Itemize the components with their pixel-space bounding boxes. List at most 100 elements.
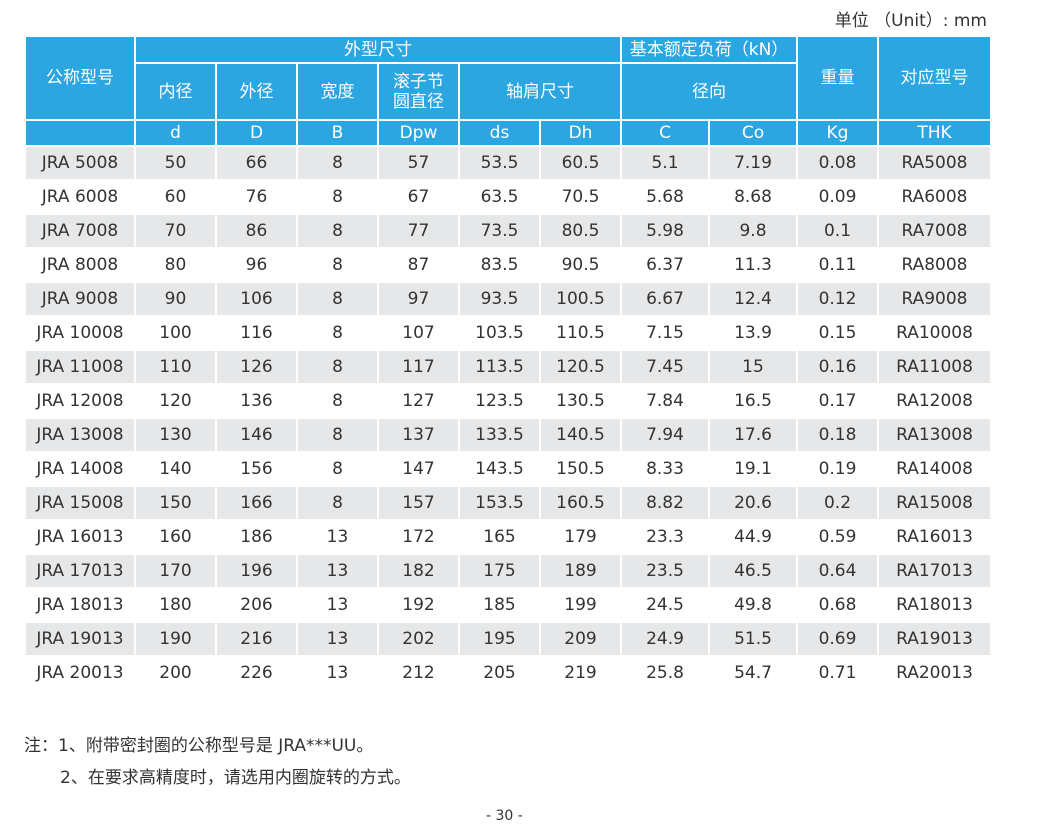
- value-cell: RA6008: [901, 187, 968, 207]
- value-cell: 67: [407, 187, 430, 207]
- value-cell: 8.33: [646, 459, 684, 479]
- model-cell: JRA 10008: [36, 323, 124, 343]
- value-cell: 63.5: [480, 187, 519, 207]
- value-cell: 146: [217, 419, 296, 451]
- table-row: JRA 9008 90 106 8 97 93.5 100.5 6.67 12.4 0.12 RA9…: [26, 283, 990, 315]
- value-cell: 120.5: [541, 351, 620, 383]
- value-cell: 13: [326, 663, 349, 683]
- value-cell: 19.1: [734, 459, 772, 479]
- value-cell: 0.08: [798, 147, 877, 179]
- value-cell: 127: [402, 391, 435, 411]
- header-shoulder: 轴肩尺寸: [460, 64, 620, 119]
- value-cell: 126: [217, 351, 296, 383]
- value-cell: 11.3: [734, 255, 772, 275]
- value-cell: 0.1: [798, 215, 877, 247]
- symbol-blank: [26, 121, 134, 145]
- value-cell: 8: [298, 283, 377, 315]
- value-cell: 182: [379, 555, 458, 587]
- symbol-cell: Co: [710, 121, 796, 145]
- value-cell: 100: [159, 323, 192, 343]
- value-cell: 8: [332, 459, 343, 479]
- page-number: - 30 -: [486, 808, 523, 824]
- model-cell: JRA 7008: [26, 215, 134, 247]
- value-cell: 8: [332, 255, 343, 275]
- value-cell: 13: [326, 527, 349, 547]
- value-cell: 13.9: [734, 323, 772, 343]
- header-weight: 重量: [798, 37, 877, 119]
- value-cell: 8: [298, 215, 377, 247]
- value-cell: 70: [136, 215, 215, 247]
- symbol-cell: ds: [460, 121, 539, 145]
- value-cell: 5.1: [622, 147, 708, 179]
- value-cell: 120: [159, 391, 192, 411]
- value-cell: 46.5: [710, 555, 796, 587]
- value-cell: 8: [298, 147, 377, 179]
- value-cell: 170: [136, 555, 215, 587]
- value-cell: 76: [245, 187, 268, 207]
- value-cell: 51.5: [710, 623, 796, 655]
- header-width: 宽度: [298, 64, 377, 119]
- value-cell: 13: [298, 555, 377, 587]
- table-row: JRA 8008 80 96 8 87 83.5 90.5 6.37 11.3 0.11 RA800…: [26, 249, 990, 281]
- value-cell: 15: [710, 351, 796, 383]
- value-cell: 6.67: [622, 283, 708, 315]
- value-cell: 0.71: [818, 663, 857, 683]
- value-cell: 13: [298, 623, 377, 655]
- value-cell: 87: [407, 255, 430, 275]
- model-cell: JRA 11008: [26, 351, 134, 383]
- value-cell: 86: [217, 215, 296, 247]
- value-cell: 156: [240, 459, 273, 479]
- value-cell: 8.68: [734, 187, 772, 207]
- value-cell: 0.69: [798, 623, 877, 655]
- table-row: JRA 13008 130 146 8 137 133.5 140.5 7.94 17.6 0.1…: [26, 419, 990, 451]
- value-cell: RA19013: [879, 623, 990, 655]
- value-cell: 73.5: [460, 215, 539, 247]
- value-cell: 0.09: [818, 187, 857, 207]
- unit-label: 单位 （Unit）: mm: [834, 11, 987, 31]
- model-cell: JRA 15008: [26, 487, 134, 519]
- header-model: 公称型号: [26, 37, 134, 119]
- header-outer-dimensions: 外型尺寸: [136, 37, 620, 62]
- table-row: JRA 6008 60 76 8 67 63.5 70.5 5.68 8.68 0.09 RA600…: [26, 181, 990, 213]
- header-radial: 径向: [622, 64, 796, 119]
- model-cell: JRA 5008: [26, 147, 134, 179]
- value-cell: 93.5: [460, 283, 539, 315]
- value-cell: 0.15: [818, 323, 857, 343]
- value-cell: 8: [332, 187, 343, 207]
- value-cell: RA10008: [896, 323, 973, 343]
- value-cell: 192: [402, 595, 435, 615]
- header-load-rating: 基本额定负荷（kN）: [622, 37, 796, 62]
- value-cell: 137: [379, 419, 458, 451]
- table-row: JRA 15008 150 166 8 157 153.5 160.5 8.82 20.6 0.2…: [26, 487, 990, 519]
- value-cell: 60: [164, 187, 187, 207]
- table-row: JRA 5008 50 66 8 57 53.5 60.5 5.1 7.19 0.08 RA5008: [26, 147, 990, 179]
- value-cell: 66: [217, 147, 296, 179]
- value-cell: 0.19: [818, 459, 857, 479]
- model-cell: JRA 16013: [36, 527, 124, 547]
- value-cell: 0.18: [798, 419, 877, 451]
- value-cell: 189: [541, 555, 620, 587]
- value-cell: RA9008: [879, 283, 990, 315]
- value-cell: 13: [326, 595, 349, 615]
- model-cell: JRA 9008: [26, 283, 134, 315]
- value-cell: 195: [460, 623, 539, 655]
- value-cell: 96: [245, 255, 268, 275]
- value-cell: 185: [483, 595, 516, 615]
- value-cell: 5.68: [646, 187, 684, 207]
- value-cell: 6.37: [646, 255, 684, 275]
- value-cell: 133.5: [460, 419, 539, 451]
- value-cell: 179: [564, 527, 597, 547]
- value-cell: 60.5: [541, 147, 620, 179]
- value-cell: 8: [332, 391, 343, 411]
- value-cell: 0.64: [798, 555, 877, 587]
- value-cell: 8: [298, 351, 377, 383]
- value-cell: 165: [483, 527, 516, 547]
- value-cell: 186: [240, 527, 273, 547]
- value-cell: 113.5: [460, 351, 539, 383]
- value-cell: 216: [217, 623, 296, 655]
- symbol-cell: Kg: [798, 121, 877, 145]
- value-cell: RA17013: [879, 555, 990, 587]
- symbol-cell: B: [298, 121, 377, 145]
- value-cell: 0.16: [798, 351, 877, 383]
- value-cell: 0.59: [818, 527, 857, 547]
